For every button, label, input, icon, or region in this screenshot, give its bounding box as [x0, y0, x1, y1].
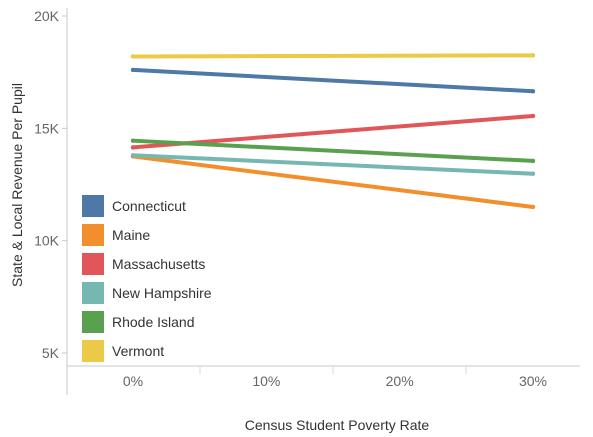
- legend-label-maine: Maine: [112, 227, 150, 243]
- y-tick-label: 20K: [34, 8, 60, 24]
- data-point: [530, 158, 536, 164]
- x-axis-title: Census Student Poverty Rate: [245, 417, 430, 433]
- data-point: [130, 153, 136, 158]
- legend: Connecticut Maine Massachusetts New Hampshi…: [82, 195, 212, 362]
- x-tick-label: 10%: [252, 373, 280, 389]
- x-tick-label: 20%: [386, 373, 414, 389]
- data-point: [530, 204, 536, 210]
- data-point: [130, 67, 136, 73]
- data-point: [530, 53, 536, 58]
- x-tick-label: 30%: [519, 373, 547, 389]
- data-point: [130, 54, 136, 59]
- legend-swatch-maine: [82, 224, 104, 246]
- x-tick-label: 0%: [123, 373, 143, 389]
- legend-swatch-massachusetts: [82, 253, 104, 275]
- legend-label-vermont: Vermont: [112, 343, 164, 359]
- legend-swatch-rhode-island: [82, 311, 104, 333]
- axes: 5K 10K 15K 20K 0% 10% 20% 30% Census Student Pov…: [9, 8, 580, 433]
- y-tick-label: 15K: [34, 120, 60, 136]
- legend-label-rhode-island: Rhode Island: [112, 314, 195, 330]
- legend-label-new-hampshire: New Hampshire: [112, 285, 212, 301]
- legend-swatch-connecticut: [82, 195, 104, 217]
- legend-label-massachusetts: Massachusetts: [112, 256, 205, 272]
- series-line-vermont: [131, 53, 535, 59]
- y-axis-title: State & Local Revenue Per Pupil: [9, 83, 25, 287]
- series-line-rhode-island: [131, 138, 535, 163]
- data-point: [530, 89, 536, 94]
- data-point: [130, 145, 136, 150]
- data-point: [530, 171, 536, 176]
- series-lines: [130, 53, 536, 210]
- legend-swatch-vermont: [82, 340, 104, 362]
- legend-swatch-new-hampshire: [82, 282, 104, 304]
- series-line-connecticut: [131, 67, 535, 94]
- y-tick-label: 10K: [34, 233, 60, 249]
- series-line-maine: [131, 154, 535, 209]
- y-tick-label: 5K: [42, 345, 60, 361]
- series-line-new-hampshire: [131, 153, 535, 176]
- data-point: [530, 113, 536, 119]
- data-point: [130, 138, 136, 143]
- legend-label-connecticut: Connecticut: [112, 198, 186, 214]
